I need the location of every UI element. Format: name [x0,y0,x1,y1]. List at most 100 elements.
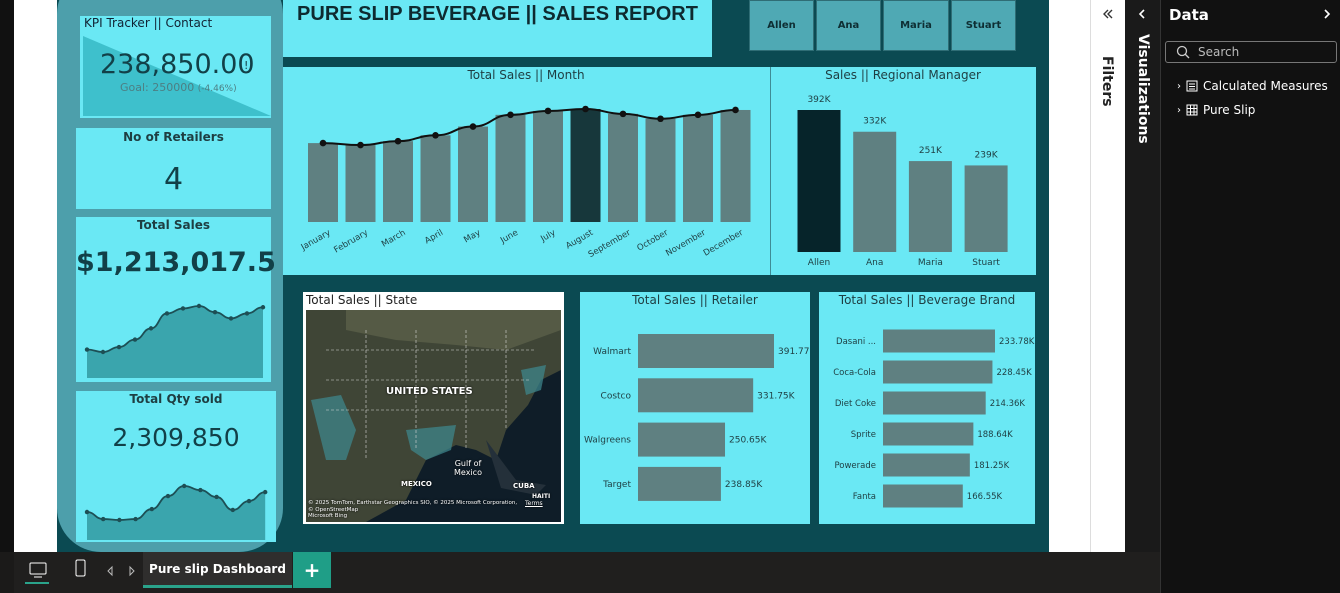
slicer-button[interactable]: Ana [816,0,881,51]
search-box[interactable]: Search [1165,41,1337,63]
bar [495,114,526,222]
sales-sparkline [84,303,266,378]
retailers-card: No of Retailers 4 [76,128,271,209]
line-marker [230,507,235,513]
state-shade [406,425,456,460]
data-label: 250.65K [729,436,767,446]
data-label: 239K [975,150,999,160]
mobile-view-icon[interactable] [74,559,88,579]
line-marker [228,316,234,321]
expand-icon[interactable] [1101,8,1115,20]
add-page-button[interactable]: + [293,552,331,588]
x-tick-label: September [587,228,633,260]
card-value: 4 [163,162,184,197]
line-marker [319,139,327,147]
line-marker [165,493,171,499]
chart-title: Sales || Regional Manager [825,68,981,82]
chart-title: Total Sales || Month [466,68,584,82]
tree-item[interactable]: › Calculated Measures [1177,77,1328,95]
slicer-button[interactable]: Stuart [951,0,1016,51]
line-marker [133,516,138,522]
tree-item[interactable]: › Pure Slip [1177,101,1255,119]
slicer-button[interactable]: Allen [749,0,814,51]
map-label: Gulf of Mexico [454,459,482,477]
kpi-card: KPI Tracker || Contact 238,850.00 ! Goal… [80,16,271,118]
land-north [346,310,561,350]
card-title: Total Qty sold [129,392,223,406]
line-marker [180,306,186,311]
y-tick-label: Dasani ... [836,337,876,347]
search-placeholder: Search [1198,45,1240,59]
desktop-view-icon[interactable] [28,560,48,580]
map-provider: Microsoft Bing [308,513,348,519]
data-label: 391.77K [778,347,810,357]
card-title: Total Sales [136,218,211,232]
line-marker [469,123,477,130]
kpi-goal-text: Goal: 250000 [120,81,195,94]
x-tick-label: December [702,228,746,259]
x-tick-label: November [664,228,708,259]
x-tick-label: Allen [808,258,830,268]
visualizations-pane[interactable]: Visualizations [1125,0,1160,552]
line-marker [357,141,364,149]
kpi-goal: Goal: 250000 (-4.46%) [120,81,237,94]
map-title: Total Sales || State [306,293,418,307]
manager-chart: Sales || Regional Manager Allen 392K Ana 332… [797,68,1008,268]
bar [853,131,897,252]
chevron: › [1177,80,1181,92]
bar [570,109,601,222]
page-nav-arrows[interactable] [106,565,136,577]
kpi-background [83,36,271,116]
land [306,310,561,522]
line-marker [432,132,439,139]
line-marker [507,111,514,119]
bar [345,145,376,222]
filters-pane[interactable]: Filters [1090,0,1125,552]
y-tick-label: Diet Coke [835,399,876,409]
map-terms[interactable]: Terms [525,500,543,507]
x-tick-label: Maria [918,258,943,268]
collapse-icon[interactable] [1321,8,1333,20]
divider [770,67,771,275]
map-view[interactable]: UNITED STATES Gulf of Mexico MEXICO CUBA… [306,310,561,522]
bar [638,378,754,413]
expand-icon[interactable] [1136,8,1148,20]
bar [720,109,751,222]
data-label: 332K [863,117,887,127]
data-pane-title: Data [1169,6,1209,24]
x-tick-label: July [538,228,557,245]
area [87,306,263,378]
data-label: 233.78K [999,337,1035,347]
y-tick-label: Fanta [853,492,876,502]
chevron: › [1177,104,1181,116]
state-shade [521,365,546,395]
card-value: 2,309,850 [112,423,240,452]
map-label: HAITI [532,493,551,500]
x-tick-label: January [299,228,333,253]
bar [638,466,721,501]
visualizations-label[interactable]: Visualizations [1135,34,1151,144]
map-label: CUBA [513,482,535,490]
y-tick-label: Sprite [851,430,876,440]
x-tick-label: April [423,228,445,246]
data-label: 214.36K [990,399,1026,409]
bar [638,422,726,457]
page-tabs-bar: Pure slip Dashboard + [14,552,1160,593]
bar [883,391,986,415]
bar [420,135,451,222]
x-tick-label: August [564,228,595,252]
title-box: PURE SLIP BEVERAGE || SALES REPORT [283,0,712,57]
x-tick-label: Ana [866,258,883,268]
y-tick-label: Costco [601,391,632,401]
data-label: 181.25K [974,461,1010,471]
line-marker [101,516,106,522]
line-marker [260,305,266,310]
state-shade [311,395,356,460]
filters-label[interactable]: Filters [1099,56,1115,107]
line-marker [84,509,90,515]
page-tab[interactable]: Pure slip Dashboard [143,552,292,588]
line-marker [246,498,252,504]
data-label: 166.55K [967,492,1003,502]
slicer-button[interactable]: Maria [883,0,949,51]
left-rail [0,0,14,552]
